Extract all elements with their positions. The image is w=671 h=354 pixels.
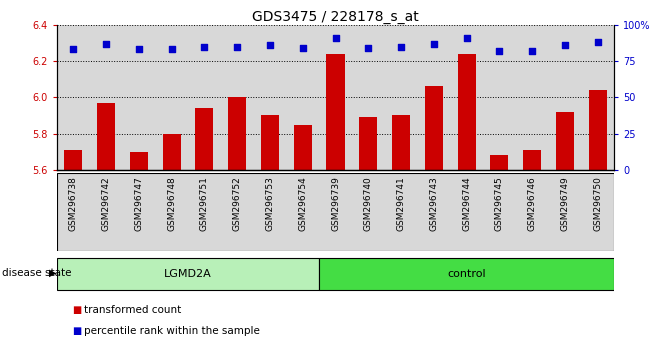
- Point: [101, 41, 111, 46]
- Point: [68, 47, 79, 52]
- Bar: [155, 25, 188, 170]
- Bar: [450, 25, 483, 170]
- Bar: [57, 173, 90, 251]
- Text: GSM296754: GSM296754: [298, 177, 307, 231]
- Bar: [254, 173, 287, 251]
- Bar: [417, 25, 450, 170]
- Text: GSM296746: GSM296746: [527, 177, 537, 231]
- Bar: [483, 25, 516, 170]
- Bar: [188, 173, 221, 251]
- Bar: [90, 25, 123, 170]
- Text: ■: ■: [72, 326, 81, 336]
- Text: GSM296745: GSM296745: [495, 177, 504, 231]
- Bar: [294, 125, 312, 170]
- Bar: [155, 173, 188, 251]
- Text: ▶: ▶: [49, 268, 56, 278]
- Point: [166, 47, 177, 52]
- Bar: [556, 112, 574, 170]
- Bar: [228, 97, 246, 170]
- Text: GSM296748: GSM296748: [167, 177, 176, 231]
- Bar: [123, 173, 155, 251]
- Point: [363, 45, 374, 51]
- Bar: [384, 25, 417, 170]
- Text: GSM296739: GSM296739: [331, 177, 340, 232]
- Point: [592, 39, 603, 45]
- Point: [330, 35, 341, 41]
- Bar: [523, 150, 541, 170]
- Bar: [516, 25, 548, 170]
- Bar: [450, 173, 483, 251]
- Point: [494, 48, 505, 54]
- Bar: [319, 258, 614, 290]
- Text: GSM296740: GSM296740: [364, 177, 373, 231]
- Bar: [327, 54, 344, 170]
- Bar: [425, 86, 443, 170]
- Text: GSM296751: GSM296751: [200, 177, 209, 232]
- Point: [134, 47, 144, 52]
- Bar: [221, 25, 254, 170]
- Bar: [483, 173, 516, 251]
- Bar: [548, 173, 581, 251]
- Text: GSM296747: GSM296747: [134, 177, 144, 231]
- Point: [560, 42, 570, 48]
- Point: [297, 45, 308, 51]
- Bar: [417, 173, 450, 251]
- Bar: [458, 54, 476, 170]
- Bar: [384, 173, 417, 251]
- Bar: [130, 152, 148, 170]
- Point: [232, 44, 243, 49]
- Bar: [90, 173, 123, 251]
- Bar: [221, 173, 254, 251]
- Bar: [162, 133, 180, 170]
- Point: [527, 48, 537, 54]
- Point: [461, 35, 472, 41]
- Text: transformed count: transformed count: [84, 305, 181, 315]
- Bar: [287, 173, 319, 251]
- Point: [428, 41, 439, 46]
- Bar: [548, 25, 581, 170]
- Bar: [352, 25, 384, 170]
- Bar: [195, 108, 213, 170]
- Point: [199, 44, 210, 49]
- Bar: [188, 25, 221, 170]
- Bar: [123, 25, 155, 170]
- Bar: [491, 155, 509, 170]
- Text: percentile rank within the sample: percentile rank within the sample: [84, 326, 260, 336]
- Text: GSM296742: GSM296742: [102, 177, 111, 231]
- Text: LGMD2A: LGMD2A: [164, 269, 212, 279]
- Text: GSM296743: GSM296743: [429, 177, 438, 231]
- Text: GSM296753: GSM296753: [266, 177, 274, 232]
- Text: ■: ■: [72, 305, 81, 315]
- Bar: [581, 25, 614, 170]
- Bar: [516, 173, 548, 251]
- Text: control: control: [448, 269, 486, 279]
- Text: GSM296752: GSM296752: [233, 177, 242, 231]
- Bar: [64, 150, 83, 170]
- Bar: [261, 115, 279, 170]
- Bar: [319, 173, 352, 251]
- Bar: [97, 103, 115, 170]
- Bar: [57, 25, 90, 170]
- Text: GSM296741: GSM296741: [397, 177, 405, 231]
- Text: GSM296738: GSM296738: [69, 177, 78, 232]
- Bar: [287, 25, 319, 170]
- Bar: [581, 173, 614, 251]
- Bar: [359, 117, 377, 170]
- Text: disease state: disease state: [2, 268, 72, 278]
- Bar: [57, 258, 319, 290]
- Bar: [319, 25, 352, 170]
- Bar: [352, 173, 384, 251]
- Text: GSM296744: GSM296744: [462, 177, 471, 231]
- Bar: [588, 90, 607, 170]
- Bar: [254, 25, 287, 170]
- Point: [264, 42, 275, 48]
- Text: GSM296749: GSM296749: [560, 177, 569, 231]
- Text: GSM296750: GSM296750: [593, 177, 602, 232]
- Point: [396, 44, 407, 49]
- Title: GDS3475 / 228178_s_at: GDS3475 / 228178_s_at: [252, 10, 419, 24]
- Bar: [392, 115, 410, 170]
